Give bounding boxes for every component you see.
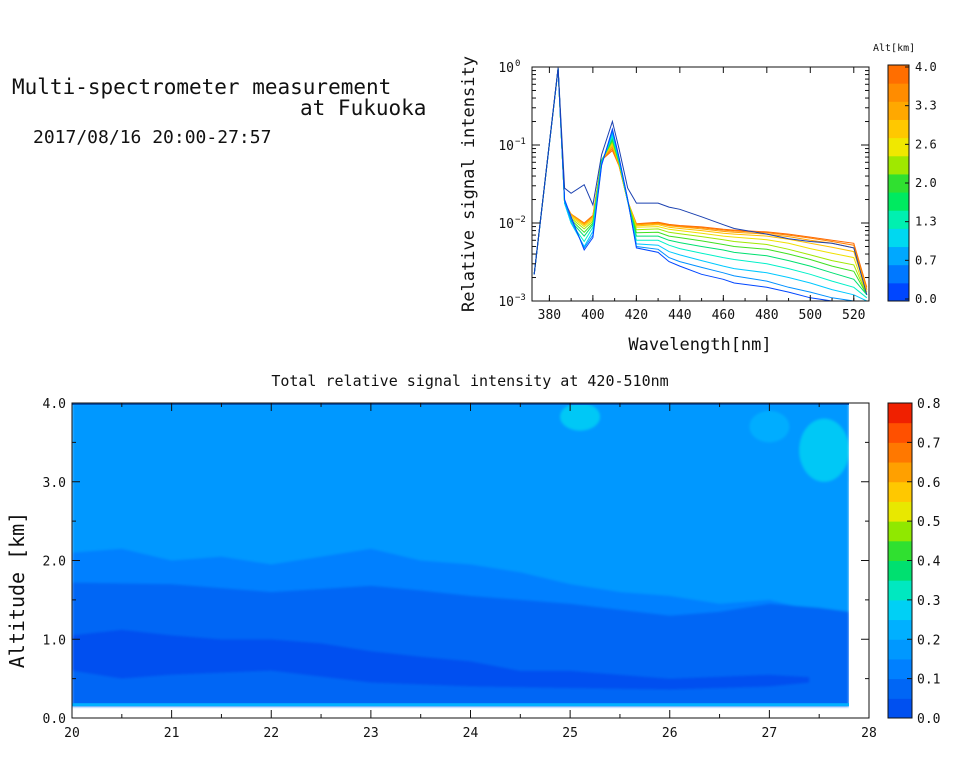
- spectrum-x-tick-label: 500: [799, 308, 822, 323]
- spectrum-colorbar-swatch: [888, 173, 909, 193]
- spectrum-y-tick-exponent: −3: [515, 293, 526, 303]
- spectrum-x-tick-label: 440: [668, 308, 691, 323]
- spectrum-y-tick-exponent: −2: [515, 215, 526, 225]
- spectrum-series-line: [533, 68, 868, 296]
- spectrum-series-line: [533, 68, 868, 296]
- spectrum-plot-frame: [531, 66, 870, 302]
- spectrum-y-tick-label: 10: [498, 139, 514, 154]
- figure-datetime: 2017/08/16 20:00-27:57: [33, 127, 272, 148]
- spectrum-x-tick-label: 380: [538, 308, 561, 323]
- spectrum-y-tick-exponent: −1: [515, 137, 526, 147]
- spectrum-series-line: [533, 68, 868, 293]
- spectrum-x-tick-label: 400: [581, 308, 604, 323]
- spectrum-series-line: [533, 68, 868, 295]
- spectrum-y-tick-label: 10: [498, 61, 514, 76]
- spectrum-y-tick-exponent: 0: [515, 59, 520, 69]
- spectrum-colorbar-swatch: [888, 119, 909, 139]
- spectrum-series-line: [533, 68, 856, 301]
- spectrum-colorbar-tick-label: 2.6: [915, 137, 937, 151]
- spectrum-colorbar-tick-label: 0.0: [915, 292, 937, 306]
- spectrum-colorbar-swatch: [888, 246, 909, 266]
- spectrum-colorbar-tick-label: 2.0: [915, 176, 937, 190]
- spectrum-colorbar-swatch: [888, 137, 909, 157]
- spectrum-y-axis-label: Relative signal intensity: [459, 56, 479, 312]
- spectrum-series-line: [533, 67, 868, 295]
- spectrum-series-line: [533, 68, 836, 301]
- spectrum-colorbar-tick-label: 3.3: [915, 99, 937, 113]
- spectrum-x-tick-label: 460: [712, 308, 735, 323]
- spectrum-series-line: [533, 68, 868, 295]
- spectrum-colorbar-swatch: [888, 192, 909, 211]
- spectrum-x-tick-label: 480: [755, 308, 778, 323]
- spectrum-series-line: [533, 68, 868, 290]
- spectrum-colorbar-swatch: [888, 210, 909, 229]
- spectrum-colorbar-swatch: [888, 83, 909, 102]
- spectrum-colorbar-swatch: [888, 264, 909, 284]
- spectrum-colorbar-label: Alt[km]: [873, 43, 915, 54]
- spectrum-series-line: [533, 68, 868, 299]
- figure-title-line-1: Multi-spectrometer measurement: [12, 75, 392, 99]
- spectrum-colorbar-swatch: [888, 65, 909, 84]
- figure-title-line-2: at Fukuoka: [300, 96, 427, 120]
- spectrum-colorbar-tick-label: 1.3: [915, 215, 937, 229]
- spectrum-series-line: [533, 68, 868, 288]
- spectrum-x-axis-label: Wavelength[nm]: [628, 335, 771, 355]
- spectrum-y-tick-label: 10: [498, 217, 514, 232]
- spectrum-colorbar-swatch: [888, 101, 909, 120]
- spectrum-x-tick-label: 520: [842, 308, 865, 323]
- spectrum-y-tick-label: 10: [498, 295, 514, 310]
- spectrum-x-tick-label: 420: [625, 308, 648, 323]
- spectrum-colorbar-swatch: [888, 282, 909, 302]
- spectrum-colorbar-swatch: [888, 228, 909, 248]
- spectrum-colorbar-tick-label: 4.0: [915, 60, 937, 74]
- spectrum-colorbar-tick-label: 0.7: [915, 253, 937, 267]
- spectrum-colorbar-swatch: [888, 155, 909, 175]
